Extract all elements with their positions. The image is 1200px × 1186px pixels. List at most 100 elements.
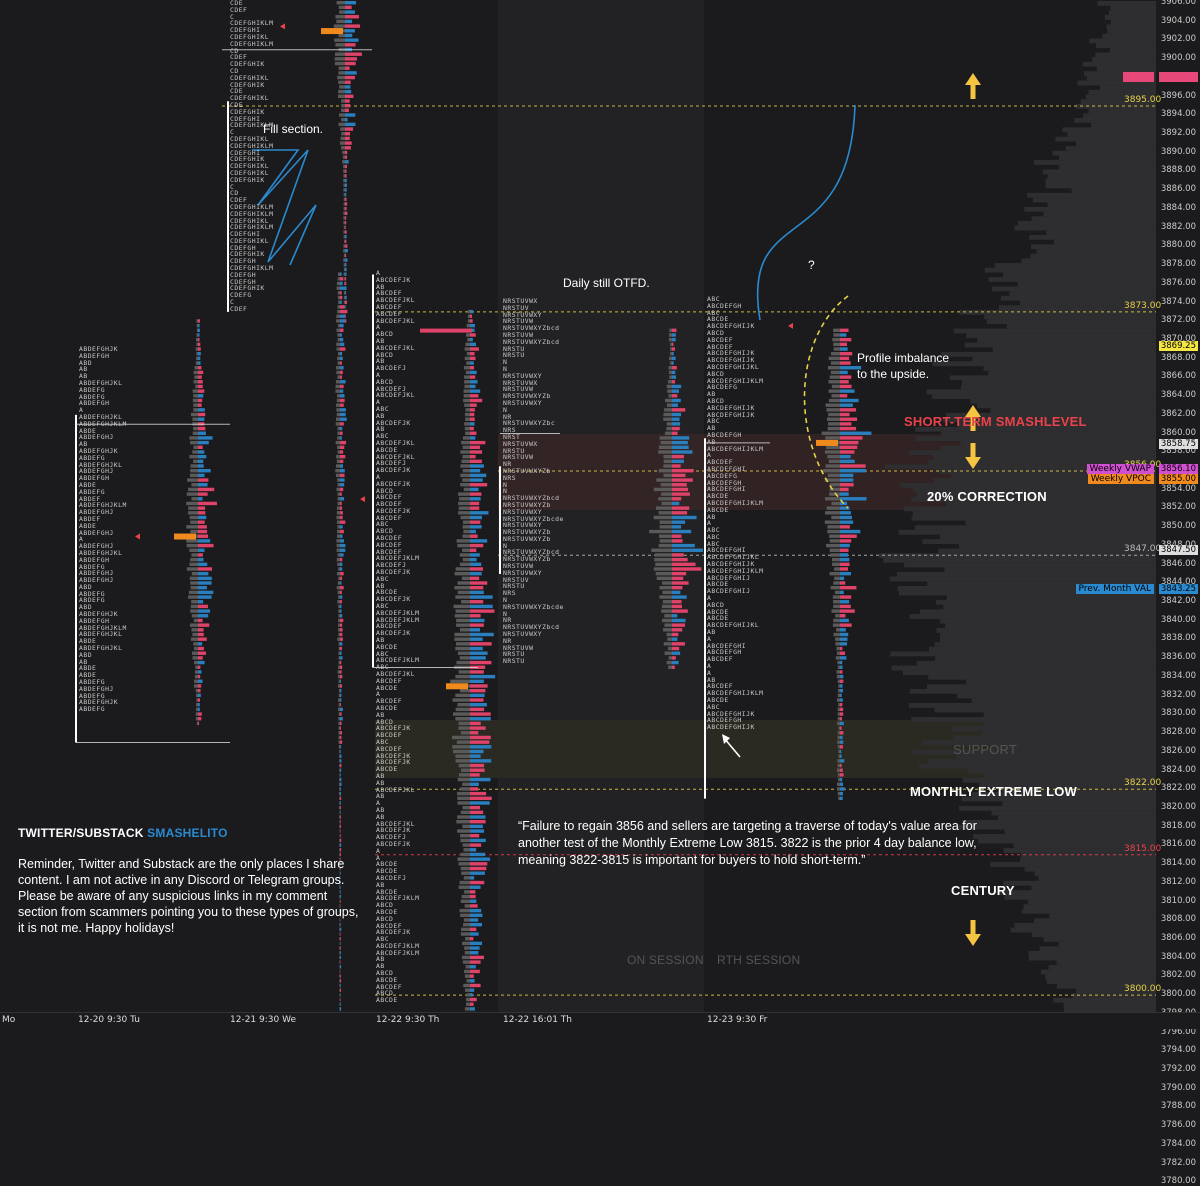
buy-delta-bar [198,539,210,542]
volume-bar [466,979,470,982]
volume-bar [667,661,672,664]
buy-delta-bar [672,436,689,439]
price-tick: 3842.00 [1161,596,1196,606]
sell-delta-bar [470,366,474,369]
buy-delta-bar [470,946,480,949]
sell-delta-bar [672,506,689,509]
sell-delta-bar [840,712,843,715]
buy-delta-bar [340,652,342,655]
sell-delta-bar [345,310,347,313]
volume-bar [465,347,470,350]
volume-bar [341,146,345,149]
volume-bar [336,371,340,374]
volume-bar [341,137,345,140]
volume-bar [460,834,470,837]
volume-bar [825,520,840,523]
volume-bar [339,1003,340,1006]
volume-bar [192,418,198,421]
sell-delta-bar [345,15,359,18]
sell-delta-bar [672,666,675,669]
volume-bar [189,455,198,458]
volume-bar [343,249,345,252]
volume-bar [194,661,198,664]
volume-bar [197,722,198,725]
century-label: CENTURY [951,883,1015,898]
chart-canvas[interactable]: CDE CDEF C CDEFGHIKLM CDEFGHI CDEFGHIKL … [0,0,1200,1029]
volume-bar [336,539,340,542]
buy-delta-bar [470,619,484,622]
buy-delta-bar [470,853,485,856]
volume-bar [458,591,470,594]
price-tick: 3822.00 [1161,783,1196,793]
volume-bar [670,347,672,350]
sell-delta-bar [198,319,200,322]
volume-bar [467,324,470,327]
volume-bar [838,750,840,753]
price-tag-label: Prev. Month VAL [1076,584,1154,594]
buy-delta-bar [672,361,674,364]
buy-delta-bar [198,441,209,444]
volume-bar [463,558,470,561]
buy-delta-bar [198,329,200,332]
volume-bar [339,960,340,963]
volume-bar [466,371,470,374]
buy-delta-bar [340,778,341,781]
volume-bar [338,450,340,453]
sell-delta-bar [840,773,844,776]
price-tag-value: 3858.75 [1159,439,1198,449]
volume-bar [193,642,198,645]
single-print-bar [420,329,472,333]
volume-bar [830,539,840,542]
sell-delta-bar [198,389,204,392]
buy-delta-bar [340,984,341,987]
buy-delta-bar [840,455,851,458]
sell-delta-bar [340,488,343,491]
buy-delta-bar [340,418,347,421]
buy-delta-bar [198,352,201,355]
buy-delta-bar [470,389,480,392]
volume-bar [463,469,470,472]
volume-bar [831,516,840,519]
buy-delta-bar [345,272,347,275]
volume-bar [827,530,840,533]
sell-delta-bar [470,549,476,552]
volume-bar [337,375,340,378]
volume-bar [826,446,840,449]
buy-delta-bar [470,993,473,996]
sell-delta-bar [672,492,690,495]
buy-delta-bar [672,502,679,505]
buy-delta-bar [840,619,849,622]
sell-delta-bar [340,946,341,949]
buy-delta-bar [840,754,842,757]
brand-prefix: TWITTER/SUBSTACK [18,826,147,840]
volume-bar [459,862,470,865]
volume-bar [339,10,345,13]
volume-bar [339,642,340,645]
sell-delta-bar [345,76,355,79]
volume-bar [341,109,345,112]
volume-bar [459,722,470,725]
price-axis[interactable]: 3906.003904.003902.003900.003898.003896.… [1156,0,1200,1013]
profile-imbalance-note: Profile imbalance to the upside. [857,350,949,382]
buy-delta-bar [340,595,342,598]
buy-delta-bar [198,680,203,683]
sell-delta-bar [345,109,349,112]
volume-bar [335,52,345,55]
buy-delta-bar [470,839,486,842]
brand-name[interactable]: SMASHELITO [147,826,227,840]
sell-delta-bar [198,623,209,626]
buy-delta-bar [840,347,848,350]
sell-delta-bar [470,684,488,687]
sell-delta-bar [672,609,688,612]
sell-delta-bar [345,277,346,280]
sell-delta-bar [840,352,852,355]
volume-bar [838,764,840,767]
sell-delta-bar [340,848,341,851]
buy-delta-bar [470,310,473,313]
volume-bar [337,347,340,350]
price-tick: 3788.00 [1161,1101,1196,1111]
volume-bar [339,820,340,823]
buy-delta-bar [198,474,204,477]
volume-bar [462,942,470,945]
